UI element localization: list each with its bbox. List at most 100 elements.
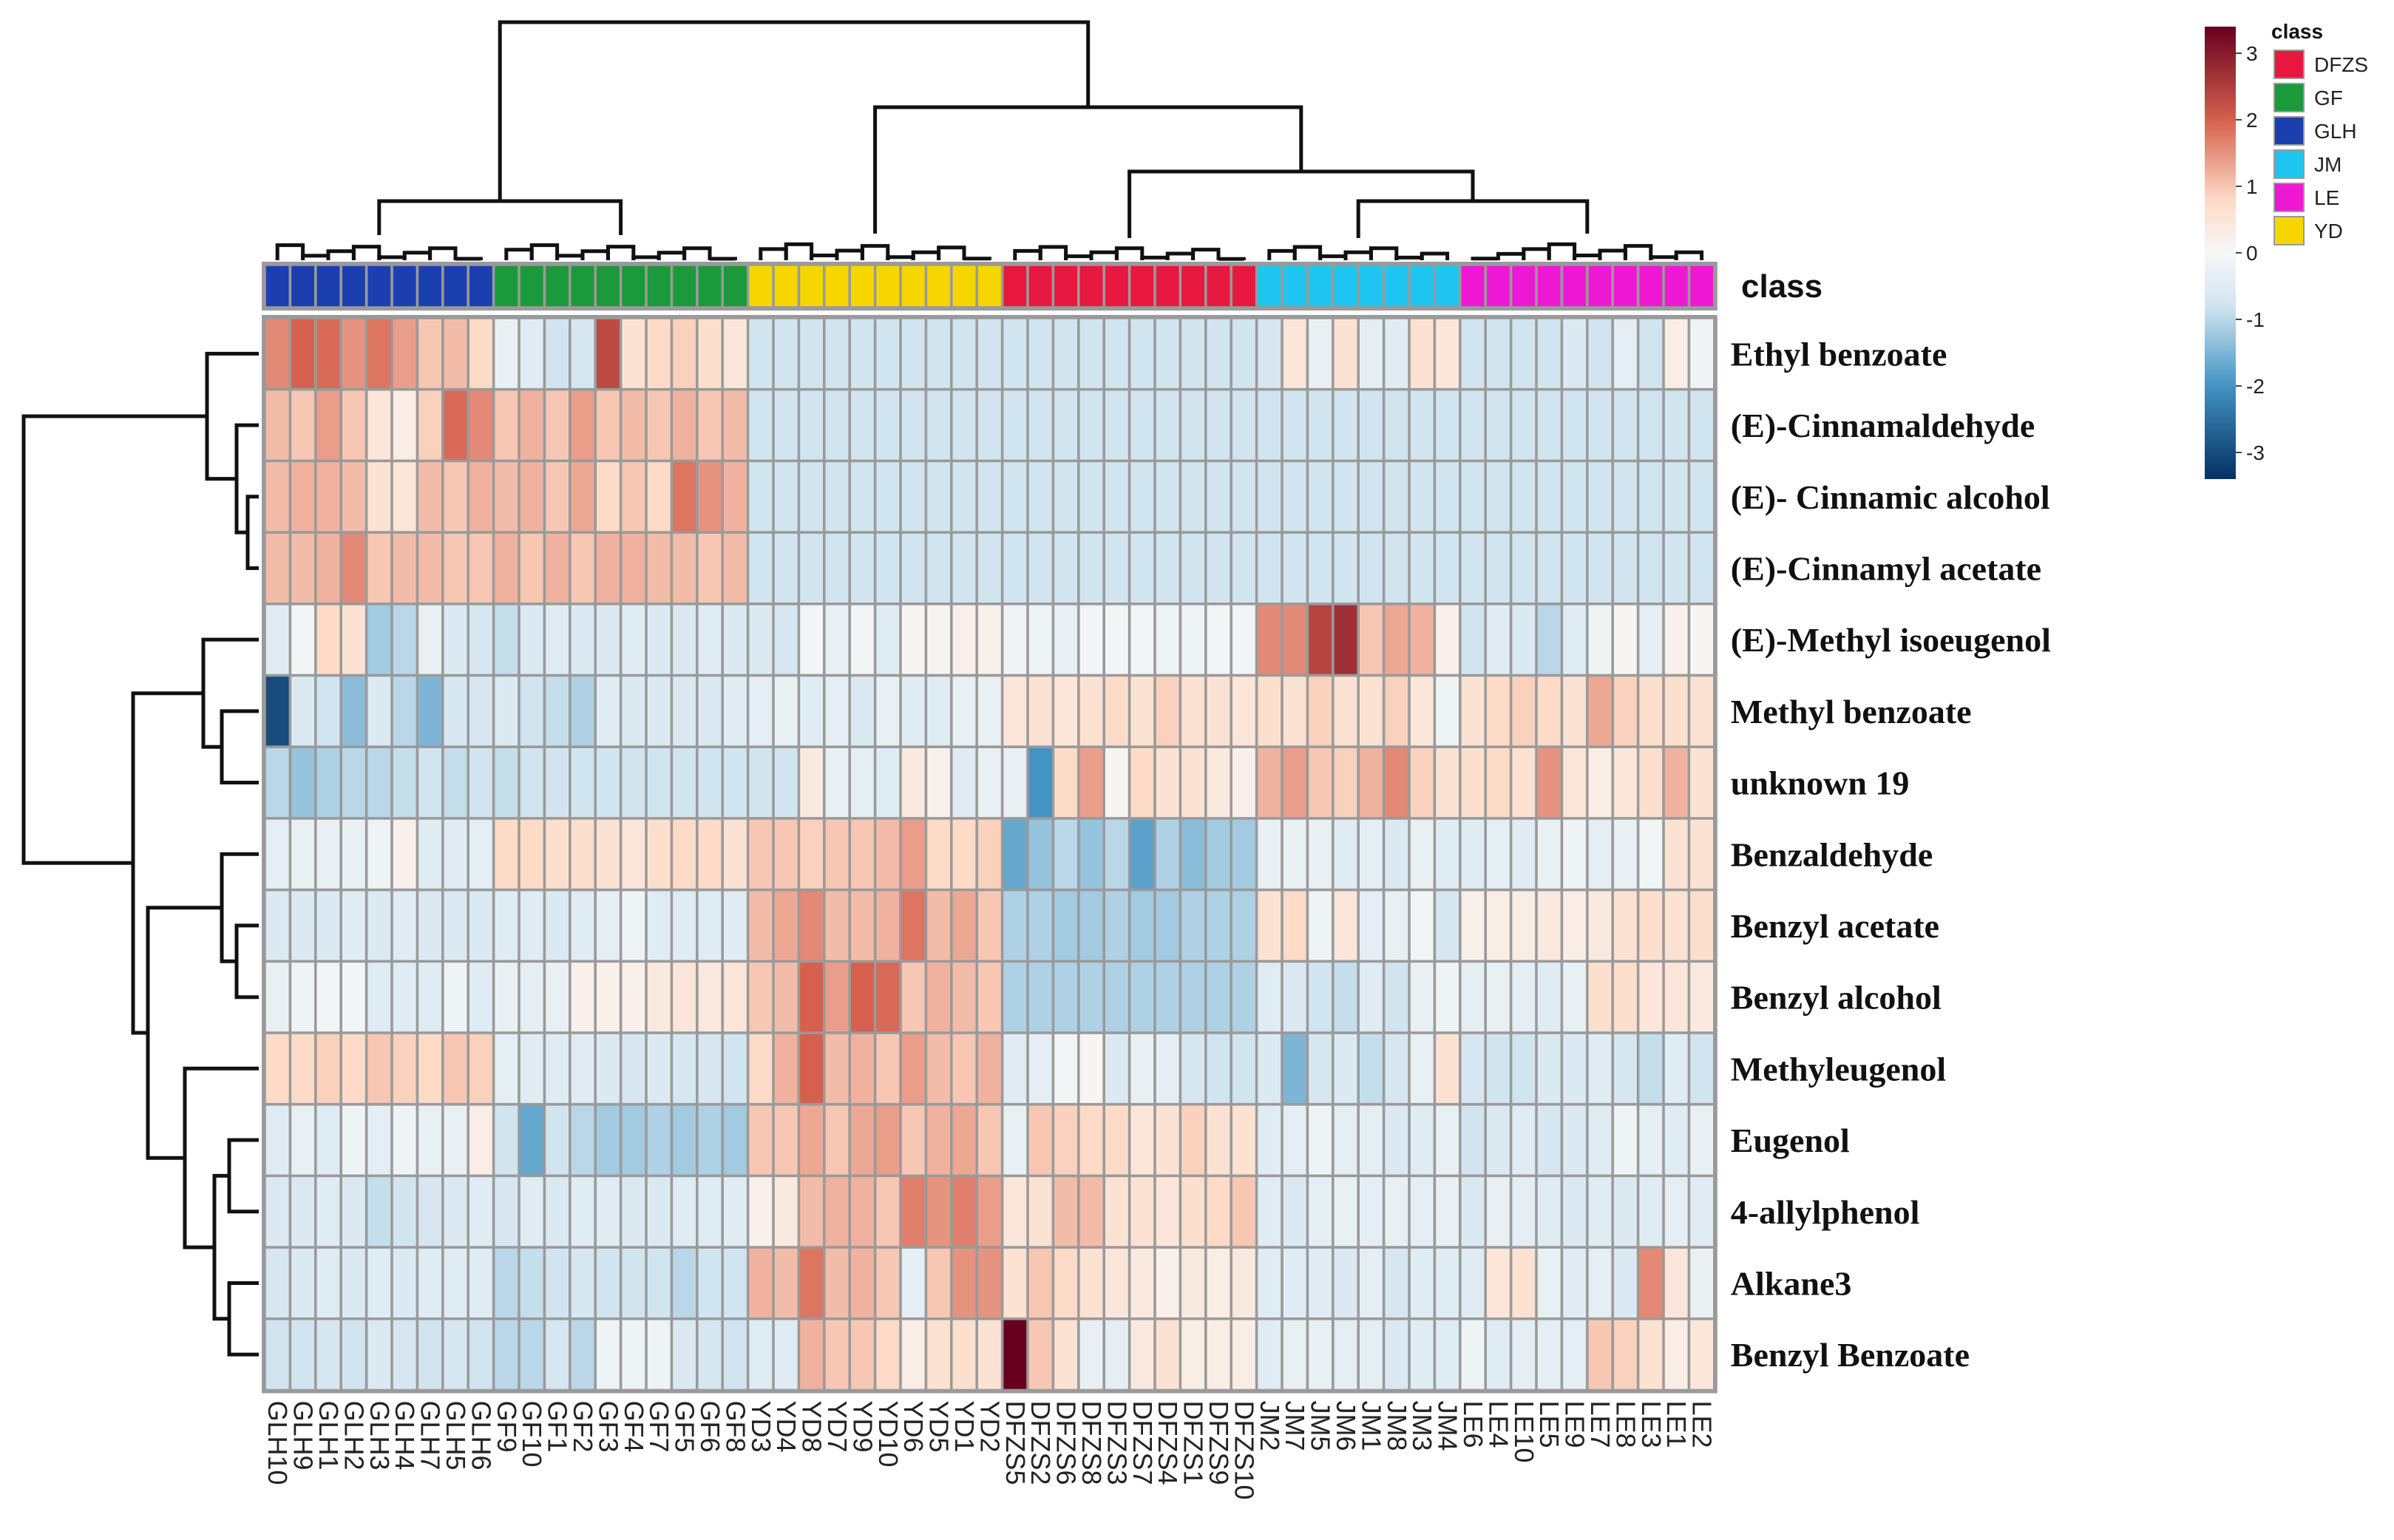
column-label: DFZS5 bbox=[1000, 1401, 1031, 1485]
heatmap-cell bbox=[418, 819, 441, 889]
heatmap-cell bbox=[418, 390, 441, 460]
heatmap-cell bbox=[698, 963, 722, 1032]
heatmap-cell bbox=[851, 1248, 874, 1317]
column-dendrogram-branch bbox=[1140, 255, 1170, 260]
annotation-cell bbox=[698, 265, 722, 307]
heatmap-cell bbox=[342, 319, 365, 388]
column-label: GLH2 bbox=[339, 1401, 369, 1471]
heatmap-cell bbox=[1079, 676, 1103, 746]
heatmap-cell bbox=[571, 891, 594, 960]
heatmap-cell bbox=[469, 1034, 492, 1103]
heatmap-cell bbox=[1334, 533, 1357, 603]
heatmap-cell bbox=[1334, 1248, 1357, 1317]
annotation-cell bbox=[876, 265, 900, 307]
heatmap-cell bbox=[1385, 1248, 1408, 1317]
heatmap-cell bbox=[1360, 748, 1383, 818]
heatmap-cell bbox=[1181, 533, 1204, 603]
heatmap-cell bbox=[1054, 390, 1077, 460]
heatmap-cell bbox=[571, 963, 594, 1032]
heatmap-cell bbox=[622, 319, 645, 388]
row-label: unknown 19 bbox=[1731, 764, 1910, 802]
column-dendrogram-branch bbox=[1522, 247, 1551, 260]
heatmap-cell bbox=[622, 676, 645, 746]
heatmap-cell bbox=[927, 891, 950, 960]
heatmap-cell bbox=[749, 1034, 773, 1103]
column-label: DFZS9 bbox=[1204, 1401, 1234, 1485]
heatmap-cell bbox=[1028, 462, 1052, 532]
row-label: Benzaldehyde bbox=[1731, 835, 1933, 873]
heatmap-cell bbox=[647, 1320, 671, 1389]
heatmap-cell bbox=[927, 963, 950, 1032]
heatmap-cell bbox=[520, 819, 543, 889]
heatmap-cell bbox=[749, 676, 773, 746]
heatmap-cell bbox=[1436, 1034, 1459, 1103]
heatmap-cell bbox=[1309, 1177, 1332, 1246]
heatmap-cell bbox=[673, 819, 696, 889]
heatmap-cell bbox=[291, 1177, 314, 1246]
heatmap-cell bbox=[291, 390, 314, 460]
column-label: GLH9 bbox=[288, 1401, 319, 1471]
column-label: DFZS2 bbox=[1025, 1401, 1056, 1485]
heatmap-cell bbox=[1436, 1248, 1459, 1317]
heatmap-cell bbox=[1537, 319, 1561, 388]
heatmap-cell bbox=[444, 1177, 467, 1246]
heatmap-cell bbox=[698, 1248, 722, 1317]
heatmap-cell bbox=[1461, 319, 1485, 388]
heatmap-cell bbox=[1537, 390, 1561, 460]
heatmap-cell bbox=[825, 1248, 849, 1317]
heatmap-cell bbox=[978, 1177, 1001, 1246]
heatmap-cell bbox=[571, 1105, 594, 1175]
heatmap-cell bbox=[1156, 963, 1179, 1032]
heatmap-cell bbox=[1028, 963, 1052, 1032]
heatmap-cell bbox=[698, 1177, 722, 1246]
heatmap-cell bbox=[546, 1177, 569, 1246]
heatmap-cell bbox=[698, 891, 722, 960]
heatmap-cell bbox=[1130, 748, 1154, 818]
heatmap-cell bbox=[1283, 748, 1306, 818]
heatmap-cell bbox=[342, 748, 365, 818]
heatmap-cell bbox=[1614, 748, 1637, 818]
color-scale-legend: 3 2 1 0 -1 -2 -3 bbox=[2205, 27, 2265, 479]
column-dendrogram-branch bbox=[1547, 242, 1577, 260]
heatmap-cell bbox=[1309, 1320, 1332, 1389]
heatmap-cell bbox=[1487, 891, 1510, 960]
heatmap-cell bbox=[749, 1320, 773, 1389]
heatmap-cell bbox=[546, 748, 569, 818]
heatmap-cell bbox=[825, 1034, 849, 1103]
heatmap-cell bbox=[1614, 1248, 1637, 1317]
heatmap-cell bbox=[1588, 1177, 1612, 1246]
heatmap-cell bbox=[316, 819, 340, 889]
heatmap-cell bbox=[1690, 605, 1713, 674]
heatmap-cell bbox=[1028, 605, 1052, 674]
heatmap-cell bbox=[724, 605, 747, 674]
heatmap-cell bbox=[1385, 533, 1408, 603]
heatmap-cell bbox=[1079, 1034, 1103, 1103]
heatmap-cell bbox=[622, 748, 645, 818]
heatmap-cell bbox=[851, 676, 874, 746]
heatmap-cell bbox=[825, 605, 849, 674]
heatmap-cell bbox=[1639, 819, 1663, 889]
heatmap-cell bbox=[749, 533, 773, 603]
heatmap-cell bbox=[1563, 1177, 1586, 1246]
heatmap-cell bbox=[265, 819, 289, 889]
heatmap-cell bbox=[1258, 1248, 1281, 1317]
heatmap-cell bbox=[1309, 748, 1332, 818]
heatmap-cell bbox=[1258, 319, 1281, 388]
heatmap-cell bbox=[1207, 819, 1230, 889]
heatmap-cell bbox=[1512, 390, 1536, 460]
heatmap-cell bbox=[1054, 891, 1077, 960]
heatmap-cell bbox=[1232, 605, 1255, 674]
heatmap-cell bbox=[1461, 1105, 1485, 1175]
heatmap-cell bbox=[978, 1105, 1001, 1175]
heatmap-cell bbox=[876, 676, 900, 746]
heatmap-cell bbox=[1461, 891, 1485, 960]
column-label: LE5 bbox=[1534, 1401, 1564, 1448]
column-dendrogram-branch bbox=[1369, 246, 1399, 260]
heatmap-cell bbox=[1410, 1248, 1434, 1317]
heatmap-cell bbox=[1537, 1034, 1561, 1103]
heatmap-cell bbox=[876, 319, 900, 388]
heatmap-cell bbox=[393, 1105, 416, 1175]
column-dendrogram-branch bbox=[402, 251, 433, 260]
heatmap-cell bbox=[291, 963, 314, 1032]
heatmap-cell bbox=[291, 891, 314, 960]
